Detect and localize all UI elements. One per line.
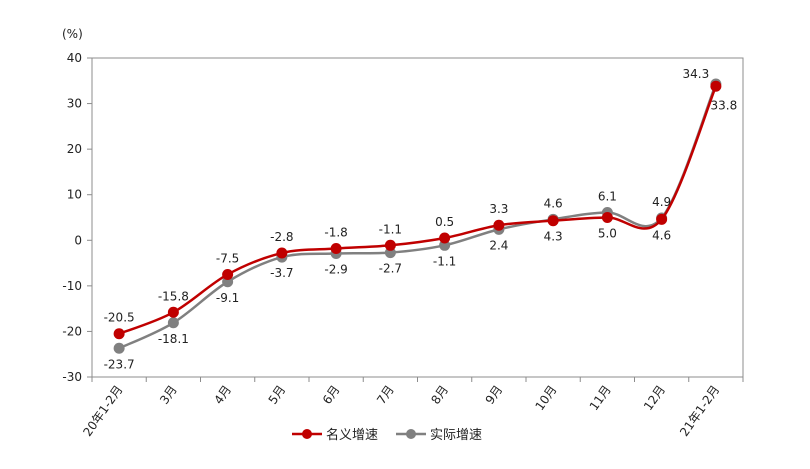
x-tick-label: 12月 <box>641 383 668 413</box>
point-nominal <box>113 328 125 340</box>
series-nominal <box>113 80 722 340</box>
y-axis-unit-label: (%) <box>62 27 83 41</box>
series-layer <box>113 78 722 354</box>
data-label-nominal: 3.3 <box>489 202 508 216</box>
data-label-nominal: 4.3 <box>544 230 563 244</box>
data-label-nominal: 0.5 <box>435 215 454 229</box>
point-nominal <box>656 213 668 225</box>
point-nominal <box>222 268 234 280</box>
data-label-nominal: -15.8 <box>158 289 189 303</box>
x-tick-label: 20年1-2月 <box>80 383 125 439</box>
point-nominal <box>547 215 559 227</box>
data-labels-layer: -20.5 -15.8 -7.5 -2.8 -1.8 -1.1 0.5 3.3 4.3 5.0 4.… <box>104 67 738 371</box>
data-label-real: -2.7 <box>379 262 402 276</box>
point-real <box>167 317 179 329</box>
data-label-nominal: -1.1 <box>379 222 402 236</box>
data-label-real: 4.6 <box>544 196 563 210</box>
data-label-real: -23.7 <box>104 357 135 371</box>
y-axis-ticks: 40 30 20 10 0 -10 -20 -30 <box>62 51 92 384</box>
x-tick-label: 6月 <box>320 383 343 407</box>
x-tick-label: 3月 <box>157 383 180 407</box>
legend-label-real: 实际增速 <box>430 428 482 443</box>
data-label-real: -3.7 <box>270 266 293 280</box>
legend: 名义增速 实际增速 <box>292 427 482 443</box>
x-tick-label: 4月 <box>211 383 234 407</box>
legend-label-nominal: 名义增速 <box>326 427 378 443</box>
data-label-nominal: -7.5 <box>216 251 239 265</box>
point-nominal <box>167 306 179 318</box>
data-label-nominal: -1.8 <box>324 225 347 239</box>
legend-marker-real <box>406 429 416 439</box>
data-label-real: 2.4 <box>489 238 508 252</box>
data-label-nominal: -20.5 <box>104 311 135 325</box>
data-label-real: 34.3 <box>683 67 710 81</box>
x-tick-label: 8月 <box>428 383 451 407</box>
y-tick-label: 30 <box>67 97 82 111</box>
y-tick-label: -10 <box>62 279 82 293</box>
legend-item-nominal: 名义增速 <box>292 427 378 443</box>
data-label-real: 4.9 <box>652 195 671 209</box>
x-tick-label: 7月 <box>374 383 397 407</box>
point-real <box>113 342 125 354</box>
data-label-real: -18.1 <box>158 332 189 346</box>
data-label-nominal: 4.6 <box>652 228 671 242</box>
legend-marker-nominal <box>302 429 312 439</box>
series-real <box>113 78 722 354</box>
legend-item-real: 实际增速 <box>396 428 482 443</box>
point-nominal <box>384 239 396 251</box>
point-nominal <box>439 232 451 244</box>
x-tick-label: 9月 <box>483 383 506 407</box>
x-tick-label: 5月 <box>266 383 289 407</box>
data-label-nominal: -2.8 <box>270 230 293 244</box>
point-nominal <box>601 212 613 223</box>
plot-area-frame <box>91 57 744 378</box>
data-label-nominal: 33.8 <box>711 98 738 112</box>
x-tick-label: 11月 <box>587 383 614 413</box>
data-label-real: -9.1 <box>216 291 239 305</box>
data-label-nominal: 5.0 <box>598 227 617 241</box>
y-tick-label: 0 <box>74 233 82 247</box>
data-label-real: -1.1 <box>433 254 456 268</box>
y-tick-label: 10 <box>67 188 82 202</box>
point-nominal <box>493 219 505 231</box>
point-nominal <box>330 242 342 254</box>
point-nominal <box>276 247 288 259</box>
y-tick-label: -20 <box>62 324 82 338</box>
point-nominal <box>710 80 722 92</box>
y-tick-label: 20 <box>67 142 82 156</box>
y-tick-label: -30 <box>62 370 82 384</box>
series-line-real <box>118 83 718 350</box>
x-tick-label: 10月 <box>532 383 559 413</box>
y-tick-label: 40 <box>67 51 82 65</box>
data-label-real: 6.1 <box>598 189 617 203</box>
x-tick-label: 21年1-2月 <box>677 383 722 439</box>
data-label-real: -2.9 <box>324 263 347 277</box>
